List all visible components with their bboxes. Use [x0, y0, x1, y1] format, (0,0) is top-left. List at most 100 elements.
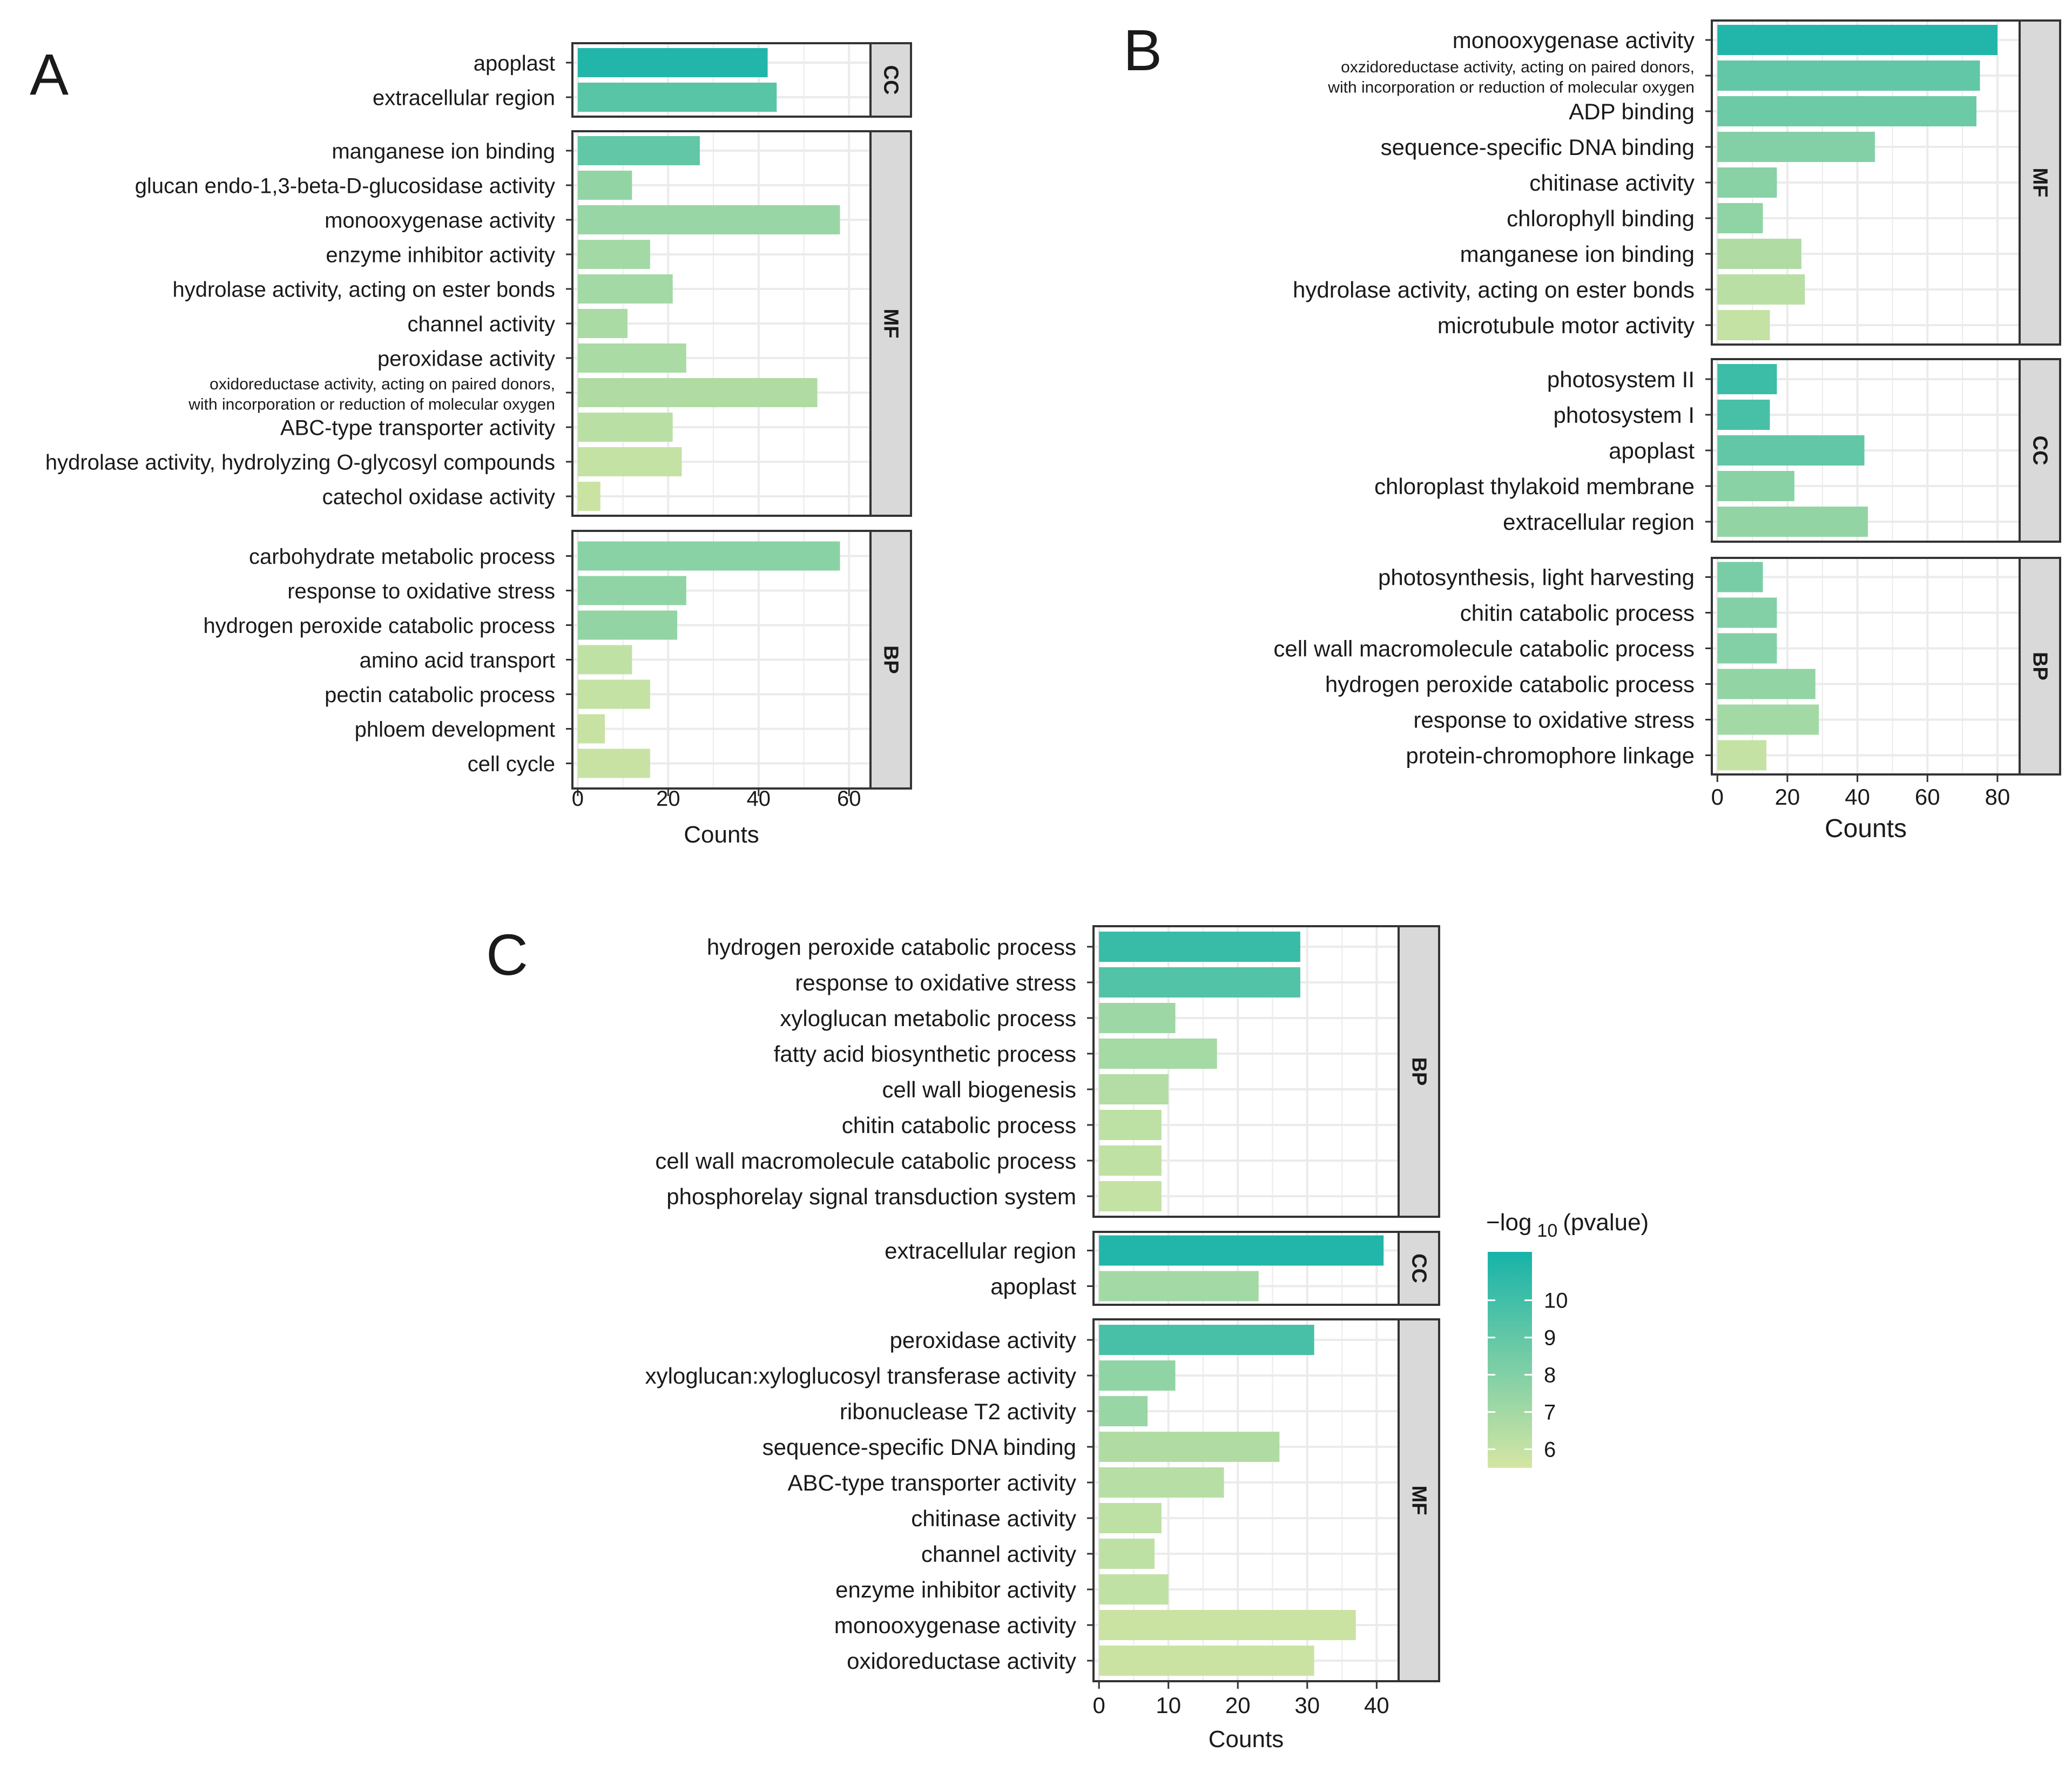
bar	[1717, 400, 1770, 430]
category-label: cell wall biogenesis	[882, 1077, 1076, 1102]
category-label: phosphorelay signal transduction system	[666, 1184, 1076, 1209]
facet-strip	[2019, 19, 2061, 346]
bar	[1717, 435, 1865, 466]
category-label: oxidoreductase activity, acting on paire…	[188, 375, 555, 414]
bar	[577, 447, 682, 476]
category-label: monooxygenase activity	[1453, 28, 1695, 53]
x-tick-label: 20	[656, 787, 680, 811]
category-label: chitin catabolic process	[1460, 601, 1695, 626]
category-label: chitinase activity	[911, 1506, 1076, 1531]
bar	[1099, 1039, 1217, 1069]
legend-tick-label: 6	[1544, 1438, 1556, 1462]
category-label: response to oxidative stress	[287, 579, 555, 603]
bar	[1717, 310, 1770, 340]
x-tick-label: 20	[1225, 1693, 1251, 1718]
bar	[577, 274, 673, 304]
bar	[1099, 1181, 1162, 1211]
x-tick-label: 0	[1711, 784, 1724, 810]
facet-label: BP	[880, 645, 902, 674]
category-label: apoplast	[990, 1274, 1076, 1299]
category-label: cell wall macromolecule catabolic proces…	[1273, 636, 1695, 662]
bar	[1717, 740, 1767, 771]
facet-label: MF	[2029, 168, 2051, 198]
legend-colorbar	[1488, 1252, 1532, 1468]
x-tick-label: 80	[1985, 784, 2010, 810]
x-axis-title: Counts	[1209, 1726, 1284, 1752]
x-tick-label: 60	[837, 787, 861, 811]
bar	[1099, 1145, 1162, 1176]
category-label: hydrolase activity, acting on ester bond…	[172, 278, 555, 301]
category-label: response to oxidative stress	[1413, 707, 1695, 733]
bar	[1099, 1646, 1314, 1676]
facet-cc: photosystem II photosystem I apoplast chlor…	[1374, 358, 2061, 543]
bar	[577, 749, 650, 778]
category-label: oxidoreductase activity	[847, 1648, 1076, 1674]
x-tick-label: 40	[747, 787, 771, 811]
facet-strip	[1398, 1231, 1440, 1306]
panel-letter: B	[1123, 17, 1162, 83]
category-label: xyloglucan:xyloglucosyl transferase acti…	[645, 1363, 1076, 1388]
facet-bp: carbohydrate metabolic process response t…	[203, 530, 912, 790]
bar	[577, 136, 700, 165]
bar	[577, 645, 632, 675]
category-label: channel activity	[921, 1541, 1076, 1567]
legend-tick-label: 9	[1544, 1326, 1556, 1350]
x-tick-label: 10	[1156, 1693, 1181, 1718]
legend-tick-label: 8	[1544, 1364, 1556, 1387]
facet-cc: apoplast extracellular region CC	[373, 42, 912, 118]
bar	[1099, 1360, 1176, 1391]
bar	[1717, 239, 1801, 269]
bar	[1717, 96, 1977, 126]
x-axis-title: Counts	[684, 821, 759, 848]
category-label: fatty acid biosynthetic process	[774, 1041, 1076, 1067]
category-label: manganese ion binding	[332, 139, 555, 163]
category-label: ABC-type transporter activity	[280, 416, 555, 440]
bar	[1099, 1271, 1259, 1302]
bar	[1717, 25, 1997, 55]
category-label: phloem development	[355, 718, 555, 742]
category-label: ABC-type transporter activity	[787, 1470, 1076, 1495]
facet-background	[1712, 558, 2020, 774]
category-label: ADP binding	[1569, 99, 1695, 124]
category-label: sequence-specific DNA binding	[762, 1434, 1076, 1460]
x-tick-label: 40	[1364, 1693, 1389, 1718]
x-tick-label: 60	[1915, 784, 1940, 810]
bar	[1717, 669, 1815, 699]
bar	[1717, 633, 1777, 664]
category-label: response to oxidative stress	[795, 970, 1076, 995]
panel-letter: A	[30, 42, 69, 107]
bar	[1717, 132, 1875, 162]
category-label: amino acid transport	[360, 649, 555, 672]
bar	[577, 83, 777, 112]
bar	[1099, 1539, 1155, 1569]
bar	[1099, 1574, 1169, 1605]
category-label: monooxygenase activity	[325, 208, 555, 232]
category-label: extracellular region	[885, 1238, 1076, 1264]
bar	[577, 576, 686, 605]
facet-strip	[1398, 925, 1440, 1218]
facet-label: MF	[1408, 1486, 1430, 1515]
category-label: extracellular region	[373, 86, 555, 110]
facet-cc: extracellular region apoplast CC	[885, 1231, 1440, 1306]
facet-label: BP	[1408, 1057, 1430, 1086]
category-label: protein-chromophore linkage	[1406, 743, 1695, 769]
bar	[1717, 274, 1805, 305]
bar	[577, 171, 632, 200]
category-label: enzyme inhibitor activity	[835, 1577, 1076, 1602]
bar	[577, 240, 650, 269]
category-label: chitinase activity	[1529, 170, 1695, 196]
category-label: enzyme inhibitor activity	[326, 243, 555, 267]
facet-mf: manganese ion binding glucan endo-1,3-bet…	[45, 130, 912, 517]
category-label: manganese ion binding	[1460, 241, 1695, 267]
category-label: cell wall macromolecule catabolic proces…	[655, 1148, 1076, 1174]
facet-label: CC	[880, 65, 902, 95]
bar	[1099, 1610, 1356, 1640]
category-label: chitin catabolic process	[842, 1113, 1076, 1138]
color-legend: −log 10 (pvalue) 10 9 8 7 6	[1486, 1209, 1649, 1468]
x-tick-label: 0	[1092, 1693, 1105, 1718]
facet-label: CC	[2029, 436, 2051, 466]
bar	[577, 714, 605, 744]
category-label: hydrolase activity, hydrolyzing O-glycos…	[45, 450, 555, 474]
bar	[577, 205, 840, 234]
